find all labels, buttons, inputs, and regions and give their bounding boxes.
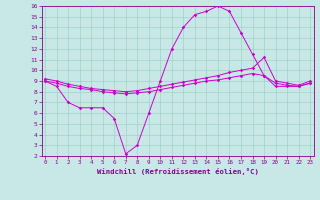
X-axis label: Windchill (Refroidissement éolien,°C): Windchill (Refroidissement éolien,°C) [97,168,259,175]
